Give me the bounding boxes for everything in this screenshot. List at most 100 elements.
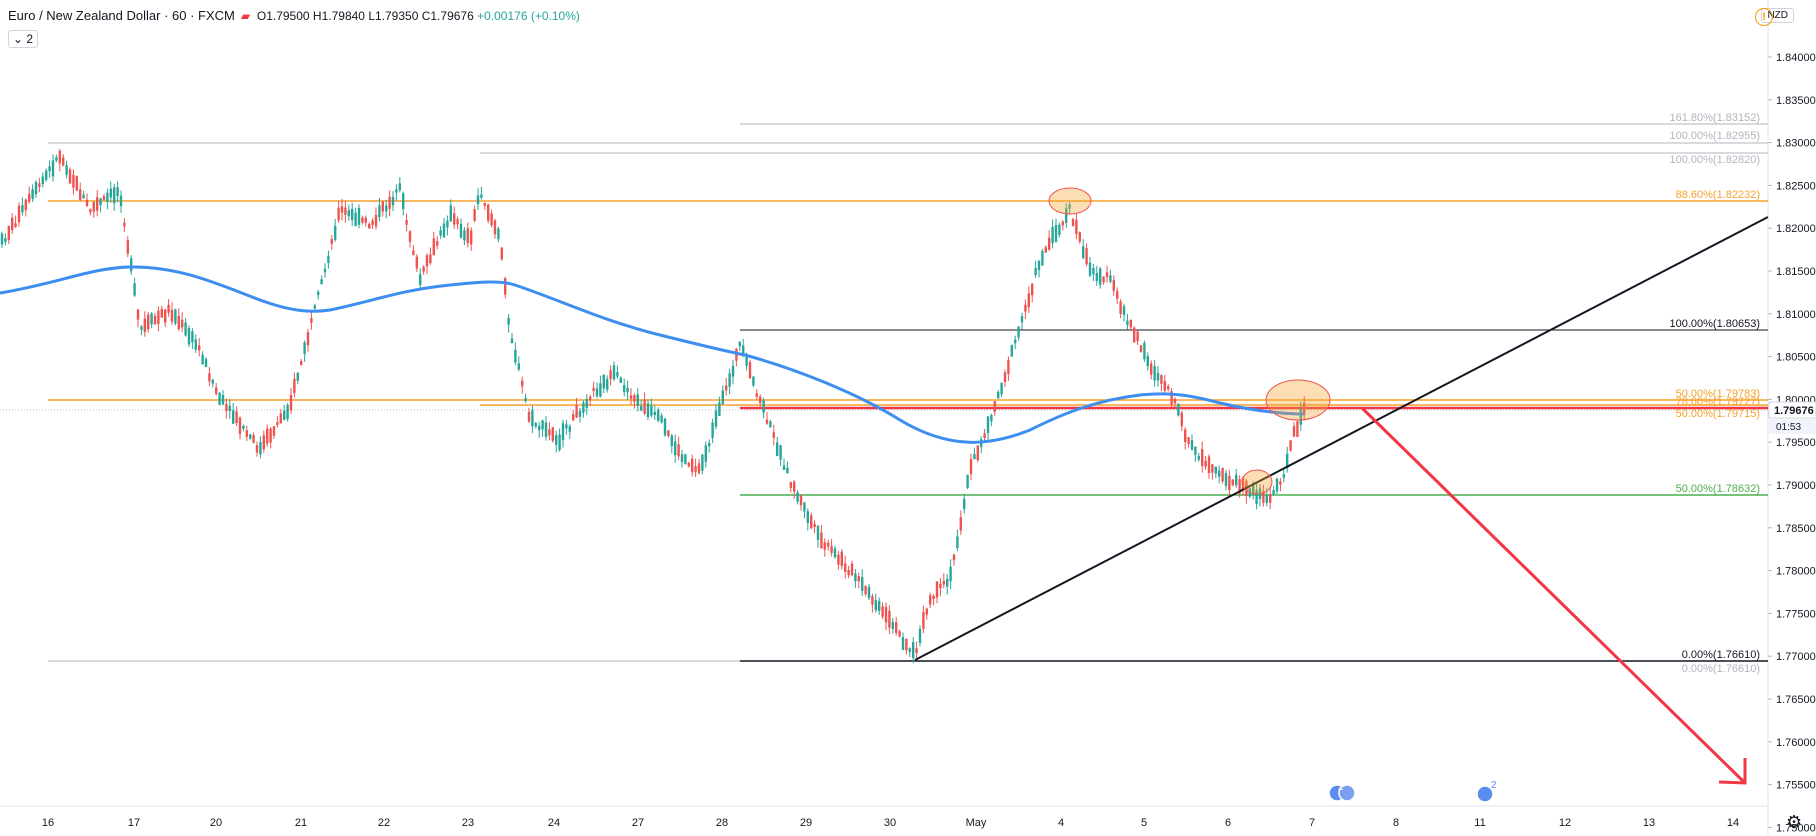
price-tick-label: 1.77000 [1776, 651, 1816, 663]
candle-body [861, 576, 864, 591]
candle-body [510, 338, 514, 344]
candle-body [969, 458, 973, 475]
candle-body [1143, 342, 1146, 360]
candle-body [75, 175, 78, 191]
candle-body [636, 394, 639, 407]
time-tick-label: 17 [128, 817, 140, 829]
candle-body [935, 581, 939, 598]
candle-body [1034, 268, 1037, 276]
event-icon[interactable] [1476, 785, 1494, 803]
candle-body [1027, 293, 1030, 308]
candle-body [663, 418, 667, 436]
candle-body [238, 417, 242, 434]
time-tick-label: 7 [1309, 817, 1315, 829]
price-tick-label: 1.79000 [1776, 480, 1816, 492]
time-axis[interactable]: 16 17 20 21 22 23 24 27 28 29 30 May 4 5 6 7 8 11 12 13 14 [42, 817, 1739, 829]
candle-body [1228, 475, 1231, 491]
gear-icon[interactable]: ⚙ [1786, 812, 1803, 832]
candle-body [1031, 283, 1034, 296]
event-badges[interactable]: 2 2 [1328, 780, 1497, 803]
candle-body [21, 205, 24, 213]
time-tick-label: 27 [632, 817, 644, 829]
candle-body [228, 405, 231, 411]
candle-body [884, 607, 888, 623]
time-tick-label: 5 [1141, 817, 1147, 829]
candle-body [759, 396, 762, 404]
candle-body [58, 150, 61, 164]
candle-body [507, 317, 510, 325]
candle-body [572, 414, 575, 421]
candle-body [293, 378, 296, 393]
price-axis[interactable]: 1.84000 1.83500 1.83000 1.82500 1.82000 1.815… [1768, 52, 1816, 834]
indicator-toggle[interactable]: ⌄ 2 [8, 30, 39, 48]
candle-body [1289, 440, 1292, 451]
candle-body [487, 204, 490, 221]
candle-body [1037, 261, 1041, 271]
candle-body [901, 636, 905, 650]
candle-body [323, 268, 327, 273]
fib-label-886: 88.60%(1.82232) [1676, 189, 1760, 201]
candle-body [378, 205, 381, 218]
candle-body [1099, 268, 1102, 285]
price-tick-label: 1.82500 [1776, 180, 1816, 192]
candle-body [697, 463, 701, 474]
candle-body [874, 600, 877, 611]
candle-body [1102, 276, 1105, 283]
candle-body [1167, 386, 1170, 390]
close-value: C1.79676 [421, 8, 474, 23]
candle-body [187, 327, 191, 345]
candle-body [565, 424, 568, 429]
fib-label-50a: 50.00%(1.79783) [1676, 388, 1760, 400]
candle-body [561, 423, 565, 441]
candle-body [606, 379, 609, 390]
candle-body [667, 430, 670, 437]
candle-body [582, 402, 585, 413]
event-icon[interactable] [1338, 784, 1356, 802]
candle-body [191, 331, 194, 343]
candle-body [1211, 464, 1214, 473]
candle-body [147, 314, 150, 330]
alert-icon[interactable]: ! [1755, 8, 1773, 26]
candle-body [1187, 437, 1190, 445]
time-tick-label: 13 [1643, 817, 1655, 829]
candle-body [266, 428, 269, 444]
price-tick-label: 1.79500 [1776, 437, 1816, 449]
candle-body [837, 554, 840, 565]
candle-body [714, 410, 718, 427]
candle-body [51, 160, 55, 177]
candle-body [568, 426, 571, 432]
candle-body [283, 410, 286, 420]
fib-label-group: 161.80%(1.83152) 100.00%(1.82955) 100.00… [1669, 112, 1760, 675]
candle-body [1238, 479, 1241, 494]
candle-body [952, 554, 956, 561]
candle-body [1299, 408, 1302, 425]
candle-body [419, 274, 422, 286]
candle-body [959, 517, 962, 531]
candle-body [1265, 494, 1268, 503]
candle-body [364, 217, 367, 223]
candle-body [41, 176, 44, 185]
candle-body [357, 207, 361, 225]
candle-body [803, 502, 806, 512]
candle-body [1279, 481, 1282, 485]
candle-body [1014, 339, 1017, 344]
candle-body [1061, 221, 1064, 226]
candle-body [674, 441, 677, 456]
candle-body [45, 170, 48, 180]
candle-body [150, 313, 153, 325]
candle-body [833, 548, 837, 558]
candle-body [1116, 290, 1119, 299]
candle-body [174, 309, 177, 324]
candlesticks [0, 148, 1306, 664]
symbol-title[interactable]: Euro / New Zealand Dollar · 60 · FXCM [8, 8, 235, 23]
candle-body [997, 391, 1000, 399]
candle-body [255, 445, 259, 453]
candle-body [949, 566, 952, 582]
time-tick-label: 30 [884, 817, 896, 829]
candle-body [415, 256, 418, 269]
market-status-icon[interactable]: ▰ [240, 8, 251, 23]
candle-body [143, 318, 146, 332]
price-tick-label: 1.82000 [1776, 223, 1816, 235]
candle-body [327, 255, 330, 264]
